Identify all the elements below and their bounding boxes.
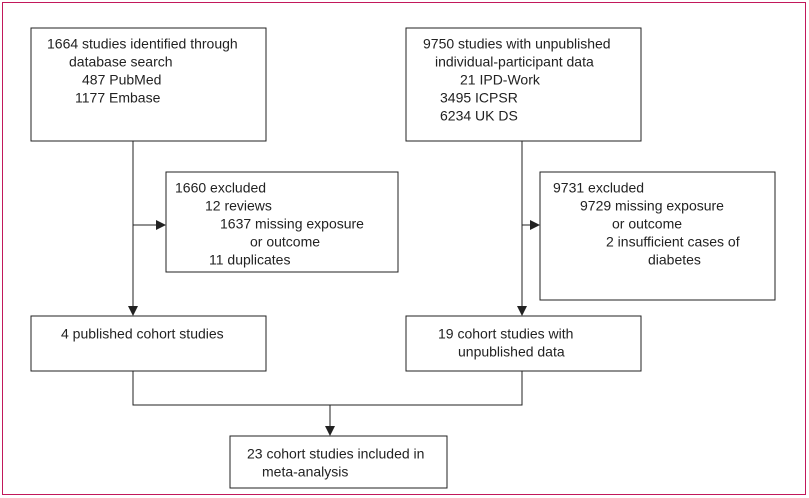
box-text: 21 IPD-Work — [460, 72, 541, 88]
box — [539, 171, 776, 301]
box-text: diabetes — [648, 252, 701, 268]
box-text: or outcome — [612, 216, 682, 232]
box-text: 23 cohort studies included in — [247, 446, 424, 462]
box — [229, 435, 448, 489]
box-text: database search — [69, 54, 173, 70]
box-text: 1660 excluded — [175, 180, 266, 196]
box-text: 6234 UK DS — [440, 108, 518, 124]
box-text: 1177 Embase — [75, 90, 161, 106]
box-text: 11 duplicates — [209, 252, 290, 268]
box-text: individual-participant data — [435, 54, 594, 70]
box-text: 1637 missing exposure — [220, 216, 364, 232]
box-text: meta-analysis — [262, 464, 348, 480]
box — [30, 27, 267, 142]
box-text: 19 cohort studies with — [438, 326, 573, 342]
box-text: unpublished data — [458, 344, 565, 360]
box — [405, 315, 642, 372]
box-text: 9750 studies with unpublished — [423, 36, 611, 52]
box-text: 2 insufficient cases of — [606, 234, 740, 250]
box-text: or outcome — [250, 234, 320, 250]
box — [30, 315, 267, 372]
box-text: 3495 ICPSR — [440, 90, 518, 106]
box-text: 487 PubMed — [82, 72, 161, 88]
box-text: 12 reviews — [205, 198, 272, 214]
box-text: 1664 studies identified through — [47, 36, 238, 52]
box-text: 4 published cohort studies — [61, 326, 224, 342]
box — [405, 27, 642, 142]
connector — [132, 371, 523, 406]
box — [165, 171, 399, 273]
box-text: 9729 missing exposure — [580, 198, 724, 214]
box-text: 9731 excluded — [553, 180, 644, 196]
